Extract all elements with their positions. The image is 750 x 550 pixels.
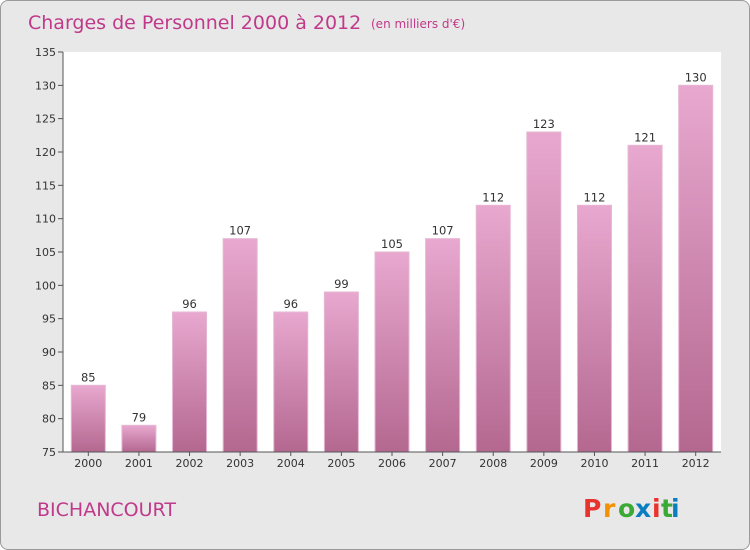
y-tick-label: 80 — [42, 413, 56, 426]
x-tick-label: 2007 — [429, 457, 457, 470]
logo-letter: o — [618, 494, 635, 523]
x-tick-label: 2006 — [378, 457, 406, 470]
bar — [576, 204, 612, 453]
logo-letter: x — [635, 494, 651, 523]
bar — [70, 384, 106, 453]
bar — [374, 251, 410, 453]
y-tick-label: 90 — [42, 346, 56, 359]
data-label: 121 — [634, 130, 656, 144]
bar — [121, 424, 157, 453]
x-tick-label: 2000 — [74, 457, 102, 470]
y-tick-label: 100 — [35, 279, 56, 292]
x-tick-label: 2004 — [277, 457, 305, 470]
bar — [323, 291, 359, 453]
x-tick-label: 2009 — [530, 457, 558, 470]
plot-area: 75 80 85 90 95 100 105 110 115 120 125 130 135 85 2000… — [35, 46, 721, 470]
y-tick-label: 115 — [35, 179, 56, 192]
x-tick-label: 2002 — [176, 457, 204, 470]
bar — [273, 311, 309, 453]
y-tick-label: 110 — [35, 213, 56, 226]
bar — [172, 311, 208, 453]
data-label: 112 — [583, 190, 605, 204]
data-label: 99 — [334, 277, 349, 291]
y-tick-label: 85 — [42, 379, 56, 392]
data-label: 96 — [182, 297, 197, 311]
data-label: 85 — [81, 370, 96, 384]
x-tick-label: 2010 — [580, 457, 608, 470]
chart-subtitle: (en milliers d'€) — [371, 17, 465, 31]
data-label: 79 — [132, 410, 147, 424]
y-tick-label: 105 — [35, 246, 56, 259]
logo-letter: i — [652, 494, 661, 523]
data-label: 107 — [229, 224, 251, 238]
x-tick-label: 2001 — [125, 457, 153, 470]
x-tick-label: 2012 — [682, 457, 710, 470]
y-tick-label: 125 — [35, 113, 56, 126]
logo-letter: P — [583, 494, 601, 523]
y-tick-label: 120 — [35, 146, 56, 159]
data-label: 112 — [482, 190, 504, 204]
data-label: 105 — [381, 237, 403, 251]
bar — [526, 131, 562, 453]
chart-title: Charges de Personnel 2000 à 2012 — [28, 12, 361, 34]
logo-letter: r — [603, 494, 616, 523]
logo-letter: i — [671, 494, 680, 523]
bar — [678, 84, 714, 453]
x-tick-label: 2008 — [479, 457, 507, 470]
y-tick-label: 75 — [42, 446, 56, 459]
bar — [425, 238, 461, 453]
x-tick-label: 2003 — [226, 457, 254, 470]
bar — [475, 204, 511, 453]
data-label: 96 — [283, 297, 298, 311]
data-label: 123 — [533, 117, 555, 131]
y-tick-label: 135 — [35, 46, 56, 59]
bar — [222, 238, 258, 453]
bar — [627, 144, 663, 453]
logo-letter: t — [661, 494, 673, 523]
y-tick-label: 95 — [42, 313, 56, 326]
data-label: 130 — [685, 70, 707, 84]
x-tick-label: 2011 — [631, 457, 659, 470]
y-tick-label: 130 — [35, 79, 56, 92]
x-tick-label: 2005 — [327, 457, 355, 470]
commune-name: BICHANCOURT — [37, 499, 176, 521]
data-label: 107 — [432, 224, 454, 238]
